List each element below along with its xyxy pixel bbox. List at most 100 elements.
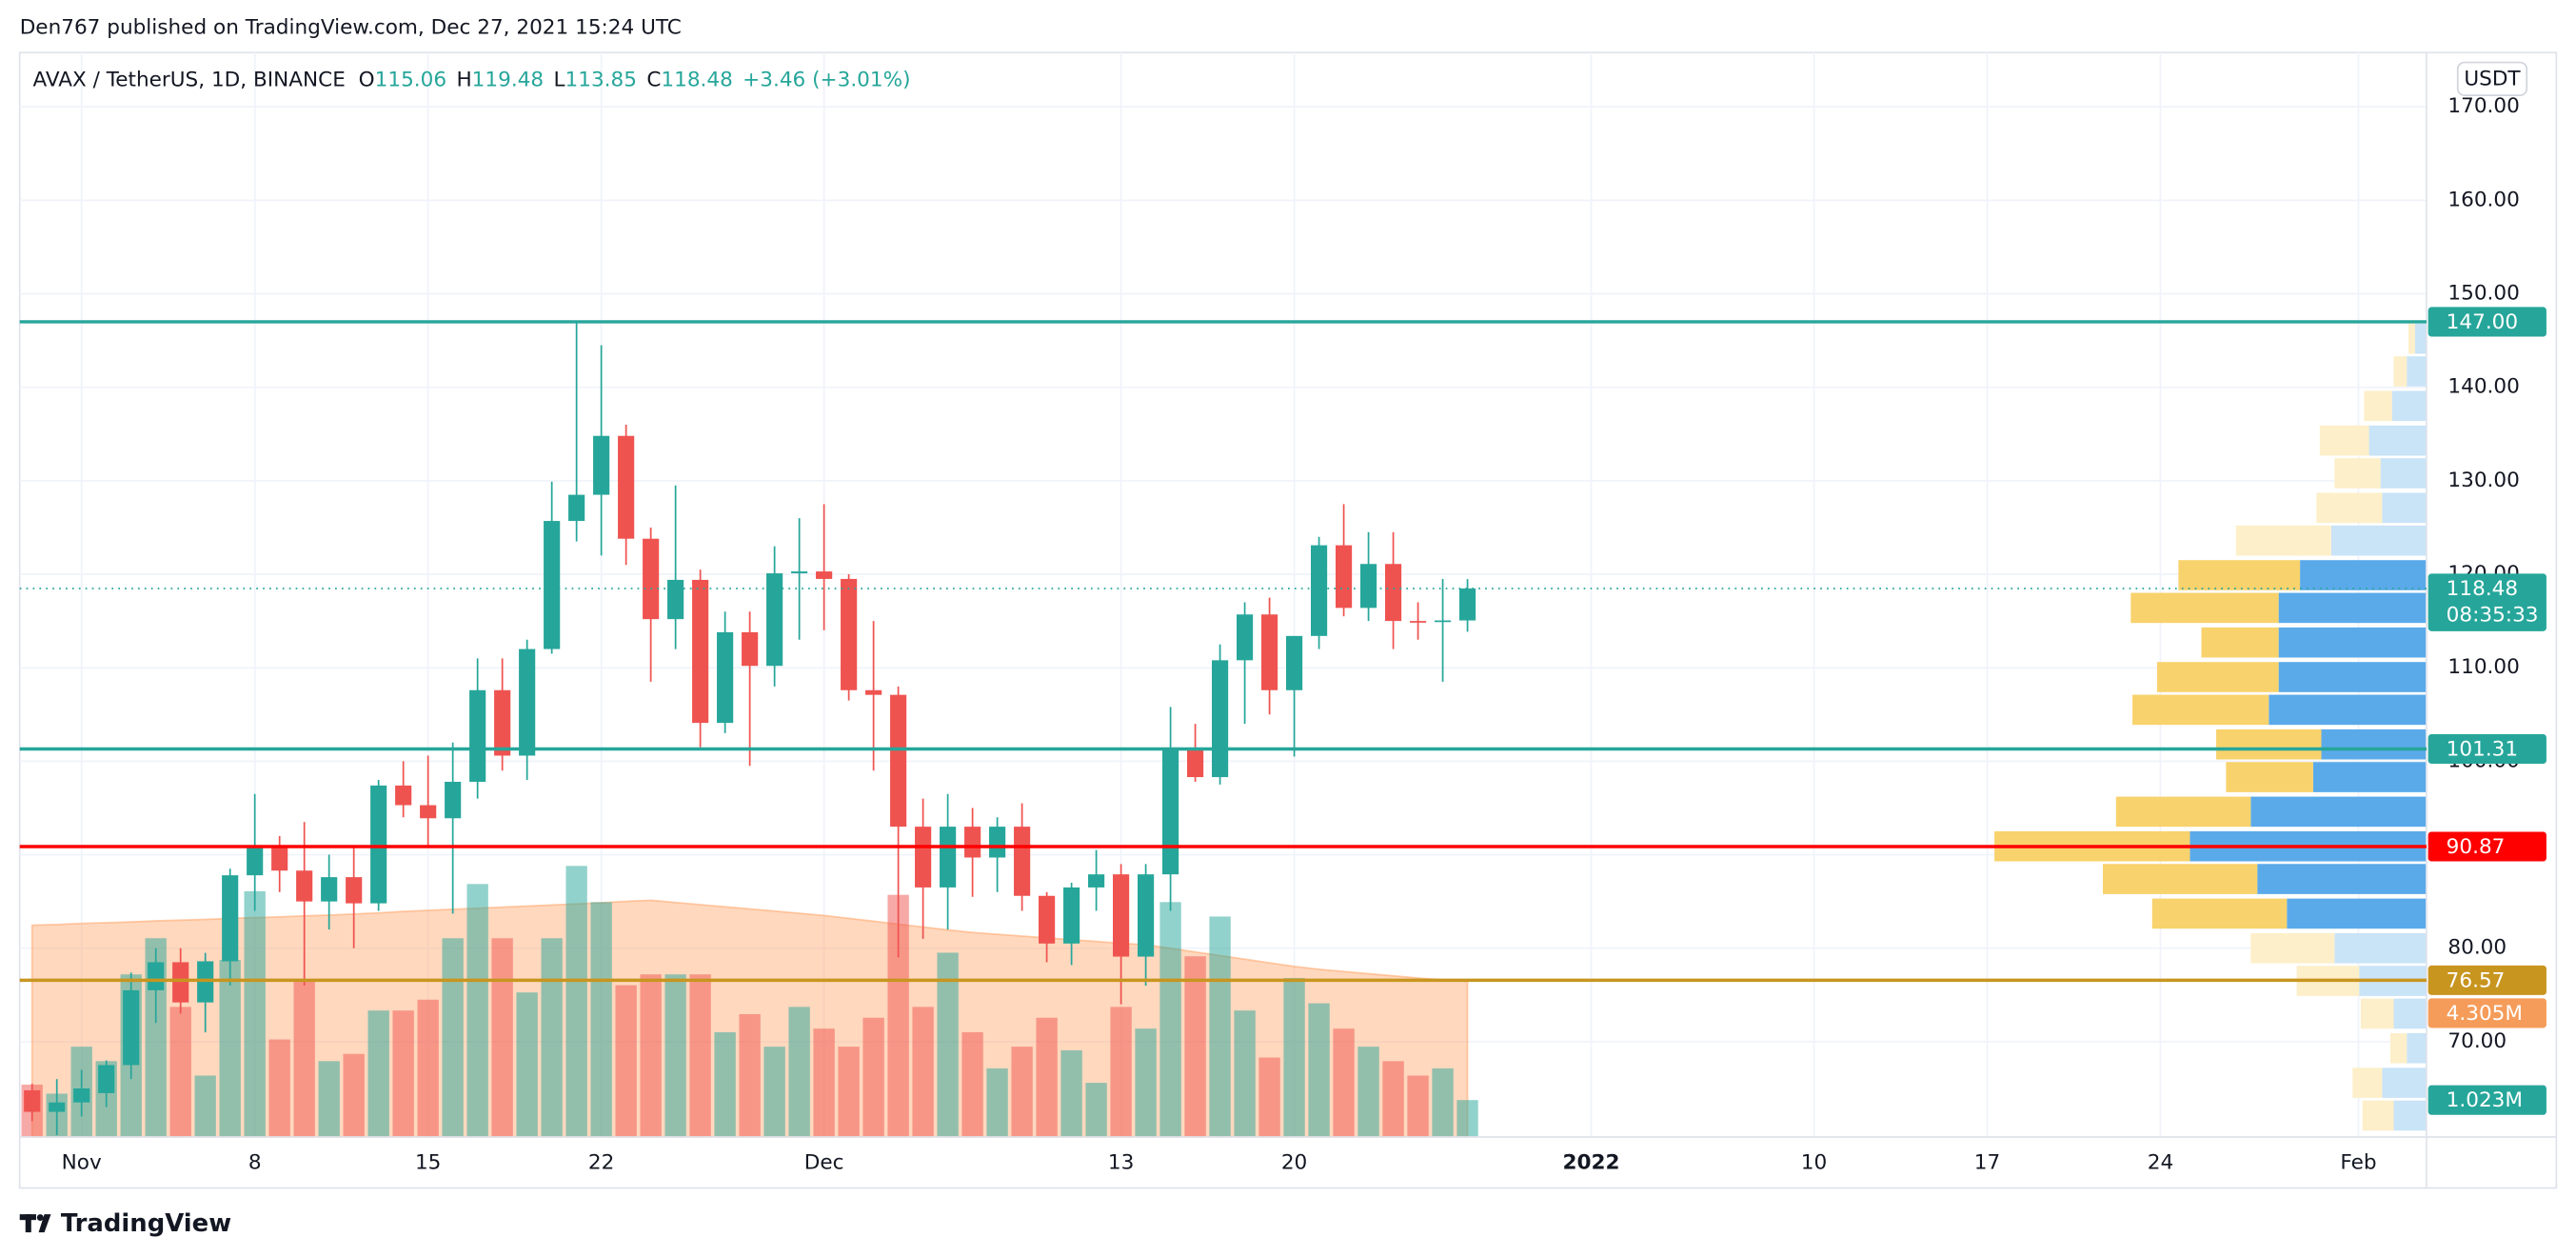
x-tick-label: Feb xyxy=(2340,1151,2376,1175)
price-badge xyxy=(2427,965,2546,995)
ohlc-label: L xyxy=(553,69,565,92)
candle-body xyxy=(1434,620,1452,623)
profile-down xyxy=(2408,323,2415,354)
candle-body xyxy=(370,785,387,904)
volume-bar xyxy=(392,1010,414,1138)
volume-bar xyxy=(1333,1028,1355,1138)
profile-down xyxy=(2102,864,2258,894)
candle-body xyxy=(1310,545,1328,636)
candle-body xyxy=(247,845,264,876)
volume-bar xyxy=(367,1010,389,1138)
x-tick-label: 10 xyxy=(1801,1151,1827,1175)
profile-down xyxy=(2334,458,2381,489)
ohlc-value: 118.48 xyxy=(661,69,732,92)
price-badge xyxy=(2427,307,2546,337)
profile-down xyxy=(2364,390,2392,422)
candle-body xyxy=(667,579,684,620)
candle-body xyxy=(1138,874,1155,957)
volume-bar xyxy=(986,1067,1008,1138)
profile-up xyxy=(2250,796,2427,828)
candle-body xyxy=(1458,588,1476,621)
volume-bar xyxy=(1258,1057,1280,1138)
chart-frame xyxy=(18,51,2558,1189)
profile-down xyxy=(2352,1067,2383,1098)
volume-bar xyxy=(169,1007,191,1138)
candle-body xyxy=(445,781,462,819)
candle-body xyxy=(494,689,511,756)
volume-bar xyxy=(763,1047,785,1138)
volume-bar xyxy=(1060,1049,1082,1138)
candle-body xyxy=(1212,660,1229,778)
profile-up xyxy=(2287,898,2427,929)
profile-up xyxy=(2414,323,2427,354)
volume-bar xyxy=(541,938,563,1138)
profile-down xyxy=(2178,560,2301,590)
volume-bar xyxy=(1456,1100,1478,1138)
volume-bar xyxy=(1283,978,1305,1138)
volume-bar xyxy=(788,1007,810,1138)
profile-down xyxy=(2360,998,2394,1029)
profile-down xyxy=(2156,662,2279,692)
volume-bar xyxy=(565,866,587,1138)
price-badge-label: 90.87 xyxy=(2447,835,2506,859)
currency-button[interactable] xyxy=(2456,61,2528,96)
volume-bar xyxy=(1432,1067,1454,1138)
x-tick-label: 24 xyxy=(2148,1151,2173,1175)
x-tick-label: Nov xyxy=(62,1151,102,1175)
x-tick-label: 17 xyxy=(1974,1151,2000,1175)
profile-down xyxy=(2151,898,2288,929)
candle-body xyxy=(1335,545,1353,609)
candle-body xyxy=(1237,614,1254,661)
profile-down xyxy=(2316,492,2383,524)
candle-body xyxy=(717,631,734,724)
volume-bar xyxy=(640,974,662,1138)
volume-bar xyxy=(1085,1083,1107,1138)
volume-profile xyxy=(1994,323,2427,1131)
volume-bar xyxy=(1011,1047,1033,1138)
candle-body xyxy=(568,494,585,522)
price-badge-label: 4.305M xyxy=(2447,1002,2523,1026)
candle-body xyxy=(296,870,313,902)
candle-body xyxy=(420,805,437,819)
candle-body xyxy=(1359,564,1377,609)
volume-bar xyxy=(590,902,612,1138)
profile-up xyxy=(2312,762,2427,792)
profile-up xyxy=(2393,1100,2427,1131)
volume-bar xyxy=(739,1013,761,1138)
profile-up xyxy=(2321,728,2427,760)
profile-up xyxy=(2269,694,2427,726)
y-tick-label: 80.00 xyxy=(2447,936,2507,960)
profile-up xyxy=(2391,390,2427,422)
candle-body xyxy=(1113,874,1130,957)
price-badge-label: 101.31 xyxy=(2447,737,2518,761)
profile-down xyxy=(2235,525,2331,556)
volume-pane xyxy=(21,866,1478,1138)
logo-mark xyxy=(25,1214,31,1233)
symbol: AVAX / TetherUS, 1D, BINANCE xyxy=(33,69,346,92)
volume-bar xyxy=(516,992,538,1138)
profile-down xyxy=(2226,762,2313,792)
volume-bar xyxy=(1407,1075,1429,1138)
price-badge-label: 1.023M xyxy=(2447,1088,2523,1112)
volume-bar xyxy=(615,985,637,1138)
price-badge xyxy=(2427,831,2546,862)
currency[interactable]: USDT xyxy=(2464,68,2521,91)
candle-body xyxy=(816,571,833,579)
profile-down xyxy=(2115,796,2251,828)
change: +3.46 (+3.01%) xyxy=(743,69,910,92)
publisher: Den767 published on TradingView.com, Dec… xyxy=(20,15,682,39)
candle-body xyxy=(766,573,783,667)
logo-mark xyxy=(38,1214,51,1233)
profile-down xyxy=(2393,356,2408,387)
ohlc-value: 115.06 xyxy=(375,69,446,92)
legend: AVAX / TetherUS, 1D, BINANCE O115.06 H119.… xyxy=(33,69,911,92)
volume-bar xyxy=(887,894,909,1138)
profile-up xyxy=(2368,425,2427,456)
ohlc-label: H xyxy=(456,69,471,92)
volume-bar xyxy=(1209,916,1231,1138)
logo xyxy=(19,1214,51,1233)
candle-body xyxy=(24,1089,41,1112)
volume-bar xyxy=(1308,1003,1330,1138)
